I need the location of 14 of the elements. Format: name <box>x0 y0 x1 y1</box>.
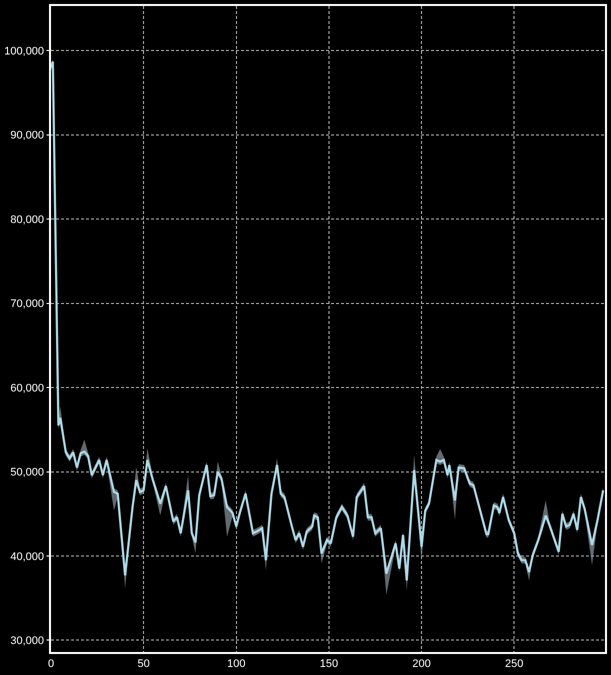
x-tick-label: 150 <box>320 658 338 670</box>
y-tick-label: 100,000 <box>4 45 44 58</box>
y-tick-label: 50,000 <box>10 466 44 479</box>
y-tick-label: 60,000 <box>10 382 44 394</box>
x-tick-label: 100 <box>227 658 246 670</box>
x-tick-label: 200 <box>412 658 431 670</box>
x-tick-label: 250 <box>505 658 524 670</box>
y-tick-label: 30,000 <box>10 635 44 648</box>
x-tick-label: 50 <box>138 658 150 670</box>
y-tick-label: 70,000 <box>10 298 44 310</box>
y-tick-label: 40,000 <box>10 550 44 563</box>
x-tick-label: 0 <box>48 658 54 670</box>
y-tick-label: 90,000 <box>10 130 44 142</box>
y-tick-label: 80,000 <box>10 214 44 226</box>
